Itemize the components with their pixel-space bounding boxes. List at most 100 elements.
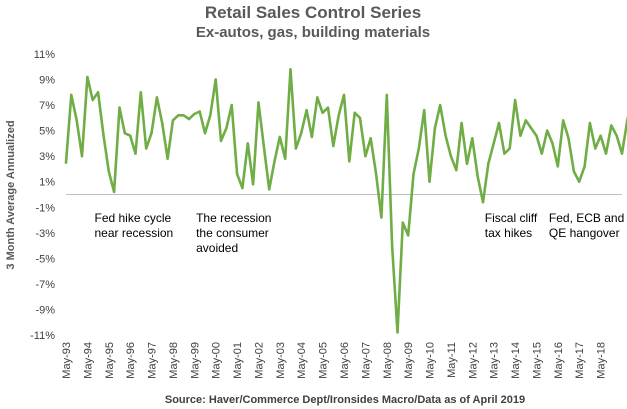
y-tick-label: 11% (34, 49, 55, 61)
series-point (316, 96, 319, 99)
series-point (390, 244, 394, 247)
series-point (546, 129, 549, 132)
series-point (513, 98, 517, 102)
series-point (107, 170, 111, 173)
series-point (449, 155, 453, 158)
series-point (364, 155, 367, 158)
series-point (433, 126, 437, 130)
series-point (203, 132, 207, 135)
series-point (182, 114, 185, 117)
series-point (177, 114, 180, 117)
series-point (465, 162, 469, 165)
series-point (300, 132, 303, 135)
x-tick-label: May-97 (147, 342, 159, 379)
series-point (337, 114, 340, 117)
series-point (80, 155, 84, 158)
y-axis-label: 3 Month Average Annualized (5, 120, 17, 269)
x-tick-label: May-00 (211, 342, 223, 379)
series-point (401, 221, 404, 224)
series-point (214, 78, 217, 81)
series-point (503, 152, 506, 155)
x-tick-label: May-12 (467, 342, 479, 379)
series-point (321, 111, 324, 115)
series-point (251, 183, 255, 186)
series-point (64, 161, 68, 164)
y-tick-label: 7% (39, 100, 55, 112)
series-point (620, 152, 624, 155)
annotation-line: QE hangover (549, 226, 620, 240)
series-points (64, 68, 627, 334)
series-point (519, 134, 522, 137)
y-tick-label: 1% (39, 177, 55, 189)
series-point (588, 121, 592, 125)
series-point (369, 137, 372, 140)
series-point (476, 175, 479, 178)
annotation-text: Fed, ECB and BOJQE hangover (549, 211, 627, 240)
series-point (289, 68, 292, 71)
x-tick-label: May-01 (232, 342, 244, 379)
y-tick-label: -7% (35, 279, 55, 291)
y-tick-label: 9% (39, 75, 55, 87)
series-point (332, 144, 335, 148)
series-point (423, 109, 426, 112)
series-point (380, 216, 383, 219)
series-point (396, 331, 399, 334)
series-point (610, 124, 613, 127)
series-point (96, 91, 100, 94)
y-axis-ticks: 11% 9% 7% 5% 3% 1% -1% -3% -5% -7% -9% -11% (30, 49, 55, 342)
series-point (599, 134, 602, 137)
series-point (246, 142, 249, 145)
y-tick-label: -3% (35, 228, 55, 240)
x-tick-label: May-15 (531, 342, 543, 379)
series-point (241, 186, 244, 190)
annotation-line: Fed, ECB and BOJ (549, 211, 627, 225)
series-point (262, 144, 265, 148)
series-point (134, 152, 137, 155)
series-point (583, 165, 586, 168)
annotation-line: The recession (196, 211, 271, 225)
series-point (556, 165, 559, 168)
x-tick-label: May-08 (382, 342, 394, 379)
series-point (562, 119, 565, 122)
series-point (225, 126, 228, 130)
series-point (551, 142, 554, 145)
series-point (305, 109, 308, 112)
chart-subtitle: Ex-autos, gas, building materials (196, 24, 430, 41)
series-point (70, 93, 73, 97)
x-tick-label: May-14 (510, 342, 522, 379)
x-tick-label: May-17 (574, 342, 586, 379)
x-tick-label: May-05 (318, 342, 330, 379)
series-point (540, 152, 543, 155)
series-point (198, 110, 201, 113)
series-point (139, 91, 142, 94)
series-point (230, 103, 233, 107)
x-tick-label: May-94 (82, 342, 94, 379)
series-point (193, 112, 196, 116)
annotation-line: the consumer (196, 226, 269, 240)
series-point (439, 103, 442, 107)
series-point (358, 116, 362, 120)
x-tick-label: May-98 (168, 342, 180, 379)
series-point (155, 96, 159, 99)
annotation-text: The recession the consumer avoided (196, 211, 271, 255)
series-point (407, 234, 410, 237)
series-point (567, 137, 570, 140)
series-point (91, 98, 94, 102)
series-point (273, 160, 276, 163)
series-point (428, 180, 431, 183)
source-note: Source: Haver/Commerce Dept/Ironsides Ma… (165, 394, 525, 406)
series-point (166, 157, 169, 160)
series-point (524, 119, 527, 122)
series-point (412, 172, 415, 176)
series-point (342, 93, 346, 97)
x-tick-label: May-06 (339, 342, 351, 379)
series-point (187, 117, 191, 121)
series-point (594, 147, 597, 150)
series-point (604, 152, 608, 155)
series-point (294, 147, 298, 150)
series-point (353, 111, 356, 115)
x-tick-label: May-99 (189, 342, 201, 379)
y-tick-label: 5% (39, 126, 55, 138)
series-point (150, 132, 153, 135)
